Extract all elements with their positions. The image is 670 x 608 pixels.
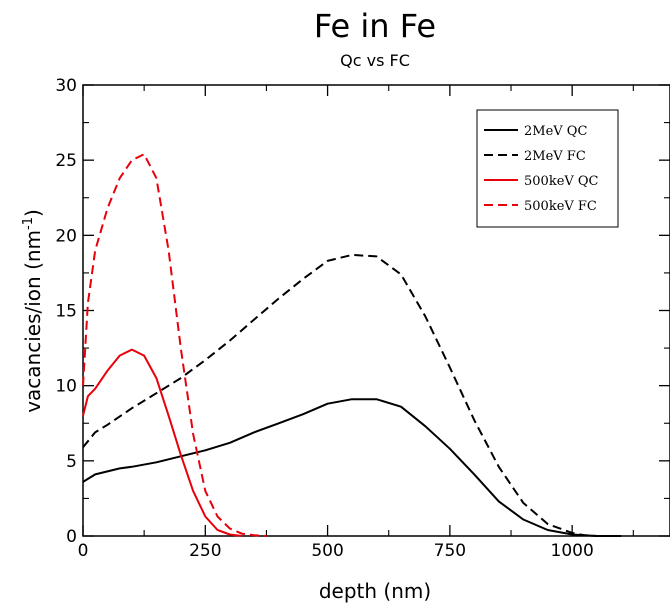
series-line-0 bbox=[82, 398, 622, 537]
y-tick-label: 20 bbox=[55, 226, 77, 246]
x-tick-label: 0 bbox=[78, 541, 89, 561]
series-layer bbox=[82, 153, 622, 537]
series-line-2 bbox=[82, 348, 243, 537]
y-axis-label-main: vacancies/ion (nm bbox=[21, 230, 45, 413]
x-tick-label: 250 bbox=[189, 541, 221, 561]
y-tick-label: 5 bbox=[66, 452, 77, 472]
series-line-1 bbox=[82, 253, 597, 537]
legend-label-2: 500keV QC bbox=[524, 174, 599, 189]
tick-labels: 0 250 500 750 1000 0 5 10 15 20 25 30 bbox=[55, 76, 593, 561]
chart-subtitle: Qc vs FC bbox=[340, 51, 410, 70]
chart-title: Fe in Fe bbox=[314, 7, 436, 45]
legend: 2MeV QC 2MeV FC 500keV QC 500keV FC bbox=[476, 109, 619, 228]
x-tick-label: 500 bbox=[311, 541, 343, 561]
legend-label-3: 500keV FC bbox=[524, 199, 597, 214]
y-tick-label: 0 bbox=[66, 527, 77, 547]
y-tick-label: 25 bbox=[55, 151, 77, 171]
y-axis-label: vacancies/ion (nm-1) bbox=[21, 209, 45, 413]
x-tick-label: 1000 bbox=[551, 541, 594, 561]
y-tick-label: 15 bbox=[55, 302, 77, 322]
axis-ticks bbox=[82, 84, 670, 537]
y-axis-label-close: ) bbox=[21, 209, 45, 217]
series-line-3 bbox=[82, 153, 267, 537]
y-tick-label: 10 bbox=[55, 377, 77, 397]
legend-label-1: 2MeV FC bbox=[524, 149, 586, 164]
y-tick-label: 30 bbox=[55, 76, 77, 96]
x-axis-label: depth (nm) bbox=[319, 579, 431, 603]
y-axis-label-superscript: -1 bbox=[21, 217, 36, 230]
legend-label-0: 2MeV QC bbox=[524, 124, 587, 139]
x-tick-label: 750 bbox=[434, 541, 466, 561]
